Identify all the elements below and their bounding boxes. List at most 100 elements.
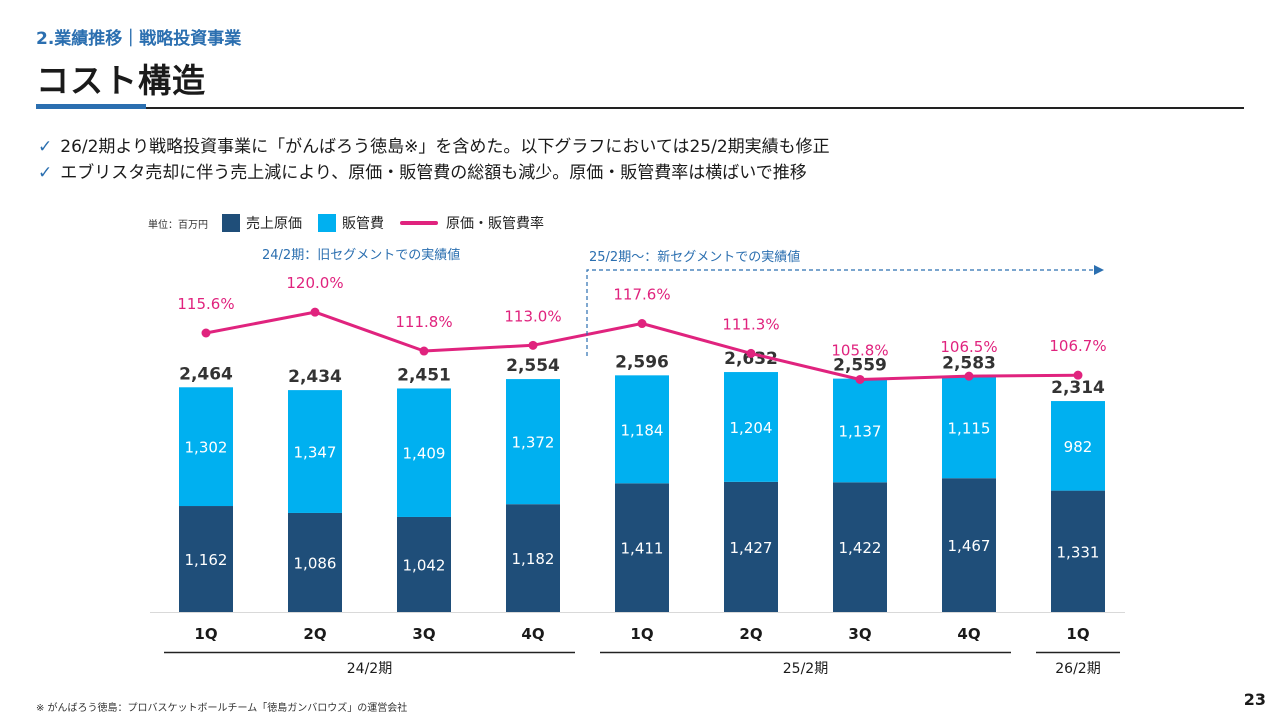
legend-label: 原価・販管費率 (446, 216, 544, 232)
ratio-value-label: 105.8% (831, 341, 888, 359)
bar-cost-of-sales (615, 483, 669, 612)
x-tick-label: 1Q (630, 625, 653, 643)
bar-sga (724, 372, 778, 482)
ratio-value-label: 106.5% (940, 338, 997, 356)
bar-cost-of-sales (179, 506, 233, 612)
bar-value-label: 1,302 (185, 439, 228, 457)
total-value-label: 2,596 (615, 352, 669, 372)
ratio-value-label: 117.6% (613, 286, 670, 304)
arrow-right-icon (1094, 265, 1104, 275)
x-tick-label: 3Q (412, 625, 435, 643)
bar-value-label: 1,372 (512, 434, 555, 452)
title-divider (36, 107, 1244, 109)
bar-cost-of-sales (942, 478, 996, 612)
bar-value-label: 1,042 (403, 556, 446, 574)
total-value-label: 2,464 (179, 364, 233, 384)
period-label: 26/2期 (1055, 661, 1100, 677)
total-value-label: 2,451 (397, 365, 451, 385)
bullet-item: ✓ エブリスタ売却に伴う売上減により、原価・販管費の総額も減少。原価・販管費率は横… (38, 160, 830, 186)
bar-sga (942, 376, 996, 479)
period-label: 25/2期 (783, 661, 828, 677)
segment-divider-dashed-line (586, 269, 1095, 356)
bar-value-label: 1,427 (730, 539, 773, 557)
bar-value-label: 1,411 (621, 540, 664, 558)
bar-cost-of-sales (724, 481, 778, 612)
bar-sga (1051, 401, 1105, 491)
x-tick-label: 1Q (1066, 625, 1089, 643)
bar-value-label: 1,331 (1057, 543, 1100, 561)
x-tick-label: 3Q (848, 625, 871, 643)
total-value-label: 2,583 (942, 354, 996, 374)
ratio-point (746, 348, 756, 358)
bullet-text: 26/2期より戦略投資事業に「がんばろう徳島※」を含めた。以下グラフにおいては2… (60, 137, 830, 157)
bar-cost-of-sales (833, 482, 887, 612)
x-tick-label: 2Q (739, 625, 762, 643)
total-value-label: 2,434 (288, 367, 342, 387)
ratio-value-label: 106.7% (1049, 337, 1106, 355)
bar-sga (288, 390, 342, 513)
bar-value-label: 1,347 (294, 444, 337, 462)
legend-swatch-cost-of-sales (222, 214, 240, 232)
ratio-value-label: 120.0% (286, 274, 343, 292)
bar-sga (506, 379, 560, 505)
bar-value-label: 1,409 (403, 445, 446, 463)
legend-item-cost-of-sales: 売上原価 (222, 213, 302, 233)
ratio-point (637, 319, 647, 329)
ratio-point (855, 374, 865, 384)
bar-value-label: 1,204 (730, 419, 773, 437)
bar-sga (833, 378, 887, 483)
legend-item-sga: 販管費 (318, 213, 384, 233)
ratio-value-label: 111.3% (722, 315, 779, 333)
bullet-item: ✓ 26/2期より戦略投資事業に「がんばろう徳島※」を含めた。以下グラフにおいては… (38, 134, 830, 160)
ratio-value-label: 113.0% (504, 307, 561, 325)
chart-legend: 単位：百万円 売上原価 販管費 原価・販管費率 (148, 213, 560, 233)
legend-item-ratio: 原価・販管費率 (400, 213, 544, 233)
period-label: 24/2期 (347, 661, 392, 677)
footnote: ※ がんばろう徳島：プロバスケットボールチーム「徳島ガンバロウズ」の運営会社 (36, 703, 408, 714)
ratio-point (964, 371, 974, 381)
ratio-point (419, 346, 429, 356)
legend-label: 販管費 (342, 216, 384, 232)
bullet-text: エブリスタ売却に伴う売上減により、原価・販管費の総額も減少。原価・販管費率は横ば… (60, 163, 807, 183)
legend-label: 売上原価 (246, 216, 302, 232)
total-value-label: 2,554 (506, 356, 560, 376)
ratio-point (201, 328, 211, 338)
bar-sga (615, 375, 669, 484)
x-tick-label: 1Q (194, 625, 217, 643)
x-tick-label: 4Q (521, 625, 544, 643)
section-label: 2.業績推移｜戦略投資事業 (36, 29, 242, 49)
bar-cost-of-sales (1051, 490, 1105, 612)
ratio-point (528, 340, 538, 350)
x-tick-label: 2Q (303, 625, 326, 643)
x-tick-label: 4Q (957, 625, 980, 643)
bar-value-label: 1,422 (839, 539, 882, 557)
bar-cost-of-sales (506, 504, 560, 612)
total-value-label: 2,559 (833, 356, 887, 376)
bar-sga (397, 388, 451, 517)
ratio-value-label: 111.8% (395, 313, 452, 331)
page-title: コスト構造 (36, 61, 206, 100)
old-segment-note: 24/2期：旧セグメントでの実績値 (262, 247, 460, 263)
ratio-point (310, 307, 320, 317)
legend-swatch-sga (318, 214, 336, 232)
title-accent-bar (36, 104, 146, 109)
bar-value-label: 1,162 (185, 551, 228, 569)
bar-cost-of-sales (397, 516, 451, 612)
bar-value-label: 1,115 (948, 419, 991, 437)
legend-swatch-ratio (400, 221, 438, 225)
new-segment-note: 25/2期～：新セグメントでの実績値 (589, 249, 800, 265)
ratio-value-label: 115.6% (177, 295, 234, 313)
bar-value-label: 1,086 (294, 554, 337, 572)
bullet-list: ✓ 26/2期より戦略投資事業に「がんばろう徳島※」を含めた。以下グラフにおいては… (38, 134, 830, 186)
total-value-label: 2,632 (724, 349, 778, 369)
bar-value-label: 982 (1064, 438, 1093, 456)
bar-value-label: 1,467 (948, 537, 991, 555)
bar-cost-of-sales (288, 512, 342, 612)
checkmark-icon: ✓ (38, 137, 53, 157)
bar-value-label: 1,184 (621, 421, 664, 439)
unit-label: 単位：百万円 (148, 219, 208, 231)
checkmark-icon: ✓ (38, 163, 53, 183)
bar-value-label: 1,137 (839, 422, 882, 440)
page-number: 23 (1243, 690, 1266, 709)
